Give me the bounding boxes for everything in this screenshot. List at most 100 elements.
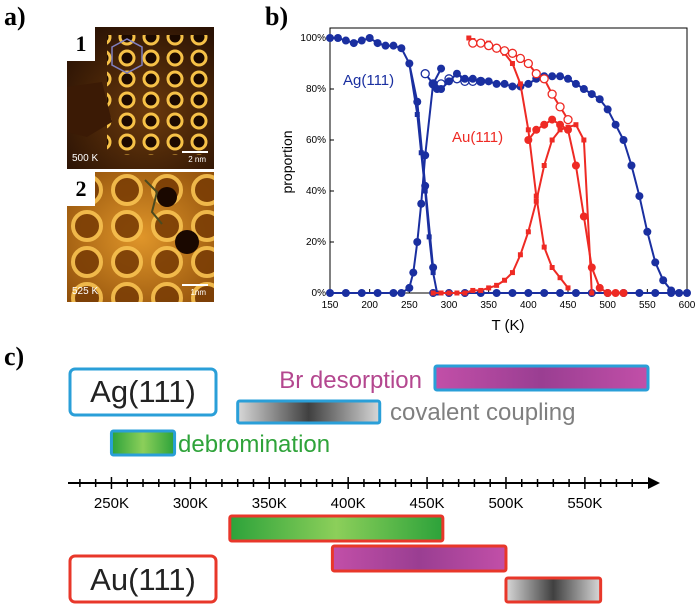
- data-point: [446, 290, 452, 296]
- data-point: [547, 89, 557, 99]
- au-substrate-label: Au(111): [90, 562, 196, 597]
- data-point: [508, 289, 517, 297]
- data-point: [667, 289, 676, 297]
- data-point: [422, 188, 428, 194]
- data-point: [556, 120, 565, 129]
- x-tick-label: 250: [401, 300, 418, 311]
- data-point: [548, 72, 557, 81]
- data-point: [611, 289, 620, 297]
- process-label-debromination: debromination: [178, 431, 330, 458]
- data-point: [462, 290, 468, 296]
- timeline-tick-label: 250K: [94, 495, 129, 512]
- x-axis-label: T (K): [491, 317, 524, 334]
- range-bar-debromination-au: [228, 514, 445, 543]
- y-tick-label: 80%: [306, 84, 326, 95]
- data-point: [326, 34, 334, 42]
- data-point: [389, 289, 398, 297]
- data-point: [470, 287, 476, 293]
- data-point: [509, 61, 515, 66]
- range-bar-debromination-ag: [109, 429, 177, 457]
- data-point: [389, 41, 398, 50]
- data-point: [418, 150, 424, 156]
- data-point: [508, 82, 517, 91]
- data-point: [571, 289, 580, 297]
- data-point: [333, 34, 342, 42]
- timeline-tick-label: 450K: [410, 495, 445, 512]
- data-point: [326, 289, 334, 297]
- data-point: [525, 229, 531, 235]
- x-tick-label: 350: [480, 300, 497, 311]
- range-bar-covalent-coupling-ag: [236, 399, 382, 425]
- data-point: [541, 163, 547, 168]
- plot-frame: [329, 27, 688, 294]
- range-bar-covalent-coupling-au: [504, 576, 603, 604]
- data-point: [563, 114, 573, 125]
- data-point: [502, 277, 508, 283]
- stm-image-2-scale-bar: [182, 284, 208, 286]
- data-point: [468, 74, 477, 83]
- data-point: [509, 270, 515, 276]
- data-point: [476, 77, 485, 86]
- data-point: [484, 77, 493, 86]
- data-point: [532, 125, 541, 134]
- data-point: [341, 36, 350, 45]
- data-point: [531, 69, 541, 79]
- data-point: [603, 105, 612, 114]
- data-point: [437, 64, 446, 73]
- data-point: [579, 85, 588, 93]
- timeline-ticks: 250K 300K 350K 400K 450K 500K 550K: [79, 477, 633, 512]
- data-point: [500, 79, 509, 88]
- timeline-tick-label: 300K: [173, 495, 208, 512]
- data-point: [589, 290, 595, 296]
- data-point: [619, 136, 628, 144]
- data-point: [420, 69, 430, 79]
- data-point: [571, 79, 580, 88]
- data-point: [683, 289, 691, 297]
- data-point: [494, 282, 500, 288]
- data-point: [587, 90, 596, 99]
- x-tick-label: 400: [520, 300, 537, 311]
- data-point: [556, 289, 565, 297]
- x-tick-label: 450: [560, 300, 577, 311]
- y-tick-label: 60%: [306, 135, 326, 146]
- axis-ticks: 150 200 250 300 350 400 450 500 550 600 0% 20% 40% 60…: [300, 33, 695, 311]
- timeline-tick-label: 400K: [331, 495, 366, 512]
- panel-c-label: c): [4, 342, 25, 371]
- series-group: [326, 34, 691, 297]
- data-point: [507, 48, 518, 58]
- ag-substrate-box: [68, 367, 218, 417]
- series-8: [468, 38, 573, 125]
- annotation-au: Au(111): [452, 129, 503, 146]
- data-point: [603, 289, 612, 297]
- stm-image-1-temperature: 500 K: [72, 153, 99, 164]
- data-point: [525, 127, 531, 133]
- data-point: [438, 290, 444, 296]
- data-point: [492, 79, 501, 88]
- data-point: [515, 53, 526, 64]
- data-point: [397, 289, 406, 297]
- data-point: [491, 43, 502, 53]
- x-tick-label: 300: [441, 300, 458, 311]
- stm-image-1: 1 500 K 2 nm: [67, 27, 214, 169]
- au-substrate-box: [68, 554, 218, 604]
- data-point: [484, 41, 494, 51]
- y-tick-label: 100%: [300, 33, 326, 44]
- data-point: [373, 39, 382, 48]
- data-point: [430, 270, 436, 276]
- data-point: [406, 61, 412, 66]
- y-tick-label: 20%: [306, 237, 326, 248]
- stm-image-2: 2 525 K 1nm: [67, 172, 214, 302]
- x-tick-label: 500: [599, 300, 616, 311]
- data-point: [409, 268, 418, 277]
- data-point: [548, 115, 557, 124]
- x-tick-label: 150: [322, 300, 339, 311]
- data-point: [611, 120, 620, 129]
- data-point: [437, 85, 446, 93]
- data-point: [587, 263, 596, 272]
- data-point: [573, 122, 579, 128]
- data-point: [643, 227, 652, 236]
- data-point: [565, 285, 571, 291]
- data-point: [549, 137, 555, 143]
- data-point: [524, 79, 533, 88]
- x-tick-label: 200: [361, 300, 378, 311]
